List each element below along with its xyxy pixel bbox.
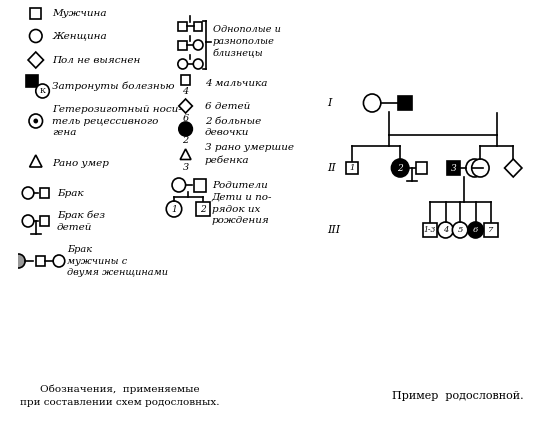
Circle shape xyxy=(363,94,381,112)
Circle shape xyxy=(438,222,453,238)
Text: 3 рано умершие
ребенка: 3 рано умершие ребенка xyxy=(205,143,294,165)
Circle shape xyxy=(166,201,182,217)
Circle shape xyxy=(193,59,203,69)
Circle shape xyxy=(178,59,188,69)
Circle shape xyxy=(466,159,483,177)
Circle shape xyxy=(193,40,203,50)
Text: Рано умер: Рано умер xyxy=(52,158,109,168)
Text: 4: 4 xyxy=(443,226,449,234)
Text: 6: 6 xyxy=(473,226,478,234)
Bar xyxy=(40,188,49,198)
Text: Пол не выяснен: Пол не выяснен xyxy=(52,56,141,64)
Text: Затронуты болезнью: Затронуты болезнью xyxy=(52,81,175,91)
Text: 1: 1 xyxy=(349,164,355,172)
Bar xyxy=(423,223,437,237)
Text: I: I xyxy=(328,98,332,108)
Circle shape xyxy=(12,254,25,268)
Text: 2: 2 xyxy=(200,205,206,213)
Circle shape xyxy=(30,29,42,43)
Text: III: III xyxy=(328,225,341,235)
Text: Брак: Брак xyxy=(57,189,83,197)
Text: 2: 2 xyxy=(397,163,403,173)
Text: 2: 2 xyxy=(182,136,189,144)
Bar xyxy=(36,256,46,266)
Bar xyxy=(196,202,210,216)
Bar xyxy=(398,96,412,110)
Text: 7: 7 xyxy=(488,226,494,234)
Text: Обозначения,  применяемые
при составлении схем родословных.: Обозначения, применяемые при составлении… xyxy=(20,385,220,407)
Text: Пример  родословной.: Пример родословной. xyxy=(393,391,524,401)
Text: 1-3: 1-3 xyxy=(424,226,436,234)
Text: 2 больные
девочки: 2 больные девочки xyxy=(205,117,261,137)
Text: Женщина: Женщина xyxy=(52,32,107,40)
Text: Мужчина: Мужчина xyxy=(52,8,107,18)
Circle shape xyxy=(23,215,34,227)
Bar xyxy=(346,162,357,174)
Circle shape xyxy=(29,114,42,128)
Circle shape xyxy=(468,222,483,238)
Text: 6 детей: 6 детей xyxy=(205,101,250,110)
Polygon shape xyxy=(179,99,192,113)
Bar xyxy=(26,75,38,87)
Circle shape xyxy=(472,159,489,177)
Polygon shape xyxy=(505,159,522,177)
Circle shape xyxy=(23,187,34,199)
Text: 3: 3 xyxy=(182,163,189,171)
Circle shape xyxy=(172,178,186,192)
Polygon shape xyxy=(28,52,43,68)
Text: 1: 1 xyxy=(171,205,177,213)
Text: Брак без
детей: Брак без детей xyxy=(57,210,105,232)
Bar xyxy=(446,161,460,175)
Circle shape xyxy=(452,222,468,238)
Text: Однополые и
разнополые
близнецы: Однополые и разнополые близнецы xyxy=(212,26,281,59)
Text: Родители: Родители xyxy=(212,181,267,189)
Bar xyxy=(484,223,498,237)
Text: Дети и по-
рядок их
рождения: Дети и по- рядок их рождения xyxy=(212,193,272,225)
Text: II: II xyxy=(328,163,337,173)
Text: 3: 3 xyxy=(450,163,456,173)
Bar xyxy=(40,216,49,226)
Bar xyxy=(181,75,191,85)
Circle shape xyxy=(53,255,65,267)
Bar xyxy=(194,21,203,30)
Text: К: К xyxy=(40,87,46,95)
Bar xyxy=(416,162,427,174)
Bar xyxy=(194,179,206,192)
Bar xyxy=(178,40,187,50)
Circle shape xyxy=(391,159,409,177)
Text: 6: 6 xyxy=(182,114,189,123)
Polygon shape xyxy=(30,155,42,167)
Text: Брак
мужчины с
двумя женщинами: Брак мужчины с двумя женщинами xyxy=(66,245,167,277)
Circle shape xyxy=(36,84,49,98)
Bar xyxy=(30,8,41,19)
Text: 4: 4 xyxy=(182,86,189,96)
Circle shape xyxy=(179,122,192,136)
Bar xyxy=(178,21,187,30)
Circle shape xyxy=(33,119,38,123)
Text: 5: 5 xyxy=(457,226,463,234)
Polygon shape xyxy=(180,149,191,160)
Text: Гетерозиготный носи-
тель рецессивного
гена: Гетерозиготный носи- тель рецессивного г… xyxy=(52,105,182,137)
Text: 4 мальчика: 4 мальчика xyxy=(205,78,267,88)
